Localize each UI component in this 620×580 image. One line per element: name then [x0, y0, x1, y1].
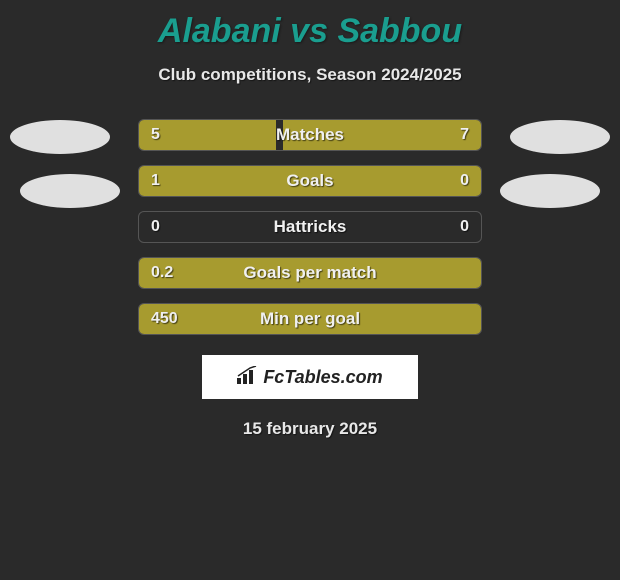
stat-val-left: 0.2: [151, 264, 173, 282]
player2-name: Sabbou: [337, 12, 462, 50]
stat-val-left: 1: [151, 172, 160, 190]
stat-bar: 1 0 Goals: [138, 165, 482, 197]
stat-val-right: 0: [460, 218, 469, 236]
stat-bar: 5 7 Matches: [138, 119, 482, 151]
stat-row: 5 7 Matches: [0, 119, 620, 151]
date-text: 15 february 2025: [0, 419, 620, 439]
stat-label: Hattricks: [274, 217, 347, 237]
stat-label: Goals: [286, 171, 333, 191]
stat-row: 1 0 Goals: [0, 165, 620, 197]
vs-text: vs: [290, 12, 328, 50]
stat-bar: 0.2 Goals per match: [138, 257, 482, 289]
subtitle: Club competitions, Season 2024/2025: [0, 65, 620, 85]
stat-label: Matches: [276, 125, 344, 145]
stat-val-left: 450: [151, 310, 178, 328]
stat-label: Min per goal: [260, 309, 360, 329]
logo-box: FcTables.com: [202, 355, 418, 399]
stat-val-left: 0: [151, 218, 160, 236]
comparison-card: Alabani vs Sabbou Club competitions, Sea…: [0, 0, 620, 580]
player1-name: Alabani: [158, 12, 281, 50]
logo-text: FcTables.com: [263, 367, 382, 388]
stat-val-right: 7: [460, 126, 469, 144]
stat-label: Goals per match: [243, 263, 376, 283]
stat-bar: 450 Min per goal: [138, 303, 482, 335]
stat-row: 0 0 Hattricks: [0, 211, 620, 243]
page-title: Alabani vs Sabbou: [0, 0, 620, 51]
stat-val-left: 5: [151, 126, 160, 144]
stat-row: 450 Min per goal: [0, 303, 620, 335]
stat-row: 0.2 Goals per match: [0, 257, 620, 289]
stat-val-right: 0: [460, 172, 469, 190]
stat-bar: 0 0 Hattricks: [138, 211, 482, 243]
stats-area: 5 7 Matches 1 0 Goals 0 0 Hattricks 0.2 Goals per …: [0, 119, 620, 335]
chart-icon: [237, 366, 259, 389]
bar-left: [139, 166, 399, 196]
